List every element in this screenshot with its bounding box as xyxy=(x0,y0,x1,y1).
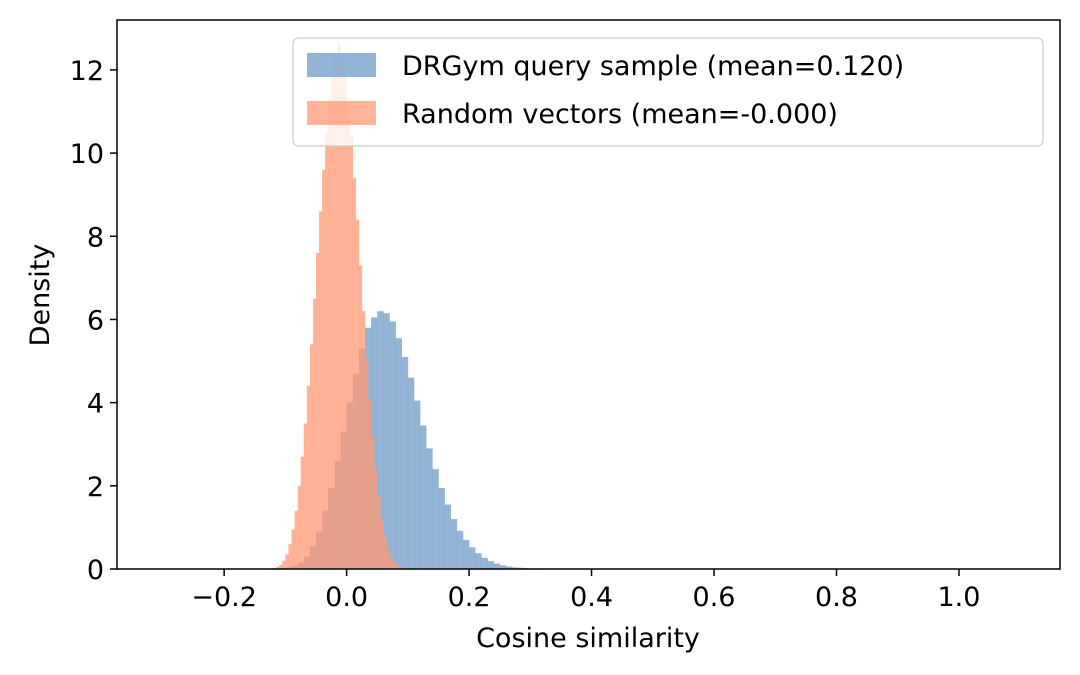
histogram-bar xyxy=(349,136,354,569)
histogram-bar xyxy=(395,565,399,569)
x-tick-label: 0.6 xyxy=(693,582,736,613)
y-axis-label: Density xyxy=(25,244,56,347)
histogram-bar xyxy=(444,504,452,569)
bars-layer xyxy=(273,42,605,570)
histogram-bar xyxy=(389,556,393,569)
histogram-bar xyxy=(328,99,332,570)
x-tick-label: 0.8 xyxy=(815,582,858,613)
x-tick-label: 0.0 xyxy=(325,582,368,613)
histogram-bar xyxy=(481,557,488,569)
histogram-bar xyxy=(377,496,381,569)
histogram-bar xyxy=(426,448,433,569)
histogram-bar xyxy=(383,313,390,569)
histogram-bar xyxy=(325,132,329,570)
x-tick-label: −0.2 xyxy=(191,582,257,613)
histogram-bar xyxy=(276,566,280,569)
legend-swatch-drgym xyxy=(307,53,376,77)
histogram-bar xyxy=(331,74,335,569)
legend-label-random: Random vectors (mean=-0.000) xyxy=(402,99,838,130)
histogram-bar xyxy=(309,344,314,569)
x-tick-label: 0.2 xyxy=(448,582,491,613)
histogram-bar xyxy=(511,567,519,569)
histogram-bar xyxy=(420,425,427,569)
histogram-bar xyxy=(355,219,360,569)
histogram-bar xyxy=(316,252,320,569)
histogram-bar xyxy=(346,103,350,570)
histogram-bar xyxy=(377,311,384,569)
series-1-bars xyxy=(273,42,406,570)
histogram-bar xyxy=(475,553,482,569)
histogram-bar xyxy=(386,548,390,569)
histogram-bar xyxy=(343,74,347,569)
histogram-bar xyxy=(334,57,338,570)
histogram-bar xyxy=(319,211,323,569)
histogram-bar xyxy=(294,510,298,569)
ticks-layer: −0.2 0.0 0.2 0.4 0.6 0.8 1.0 0 2 4 6 8 10 12 xyxy=(70,56,981,613)
plot-frame xyxy=(116,19,1061,570)
y-tick-label: 10 xyxy=(70,139,104,170)
histogram-bar xyxy=(340,53,344,569)
y-tick-label: 2 xyxy=(87,472,104,503)
histogram-bar xyxy=(322,169,326,570)
histogram-bar xyxy=(361,311,366,569)
histogram-bar xyxy=(469,547,476,569)
histogram-bar xyxy=(505,566,513,569)
histogram-bar xyxy=(352,178,357,570)
histogram-bar xyxy=(407,377,415,569)
y-tick-label: 4 xyxy=(87,389,104,420)
histogram-bar xyxy=(438,487,445,569)
y-tick-label: 6 xyxy=(87,305,104,336)
histogram-bar xyxy=(389,321,396,569)
histogram-bar xyxy=(374,469,378,569)
histogram-bar xyxy=(392,561,396,569)
histogram-bar xyxy=(285,554,289,569)
histogram-bar xyxy=(337,42,341,570)
histogram-bar xyxy=(450,519,458,569)
histogram-bar xyxy=(499,565,507,569)
legend-label-drgym: DRGym query sample (mean=0.120) xyxy=(402,51,904,82)
histogram-bar xyxy=(401,356,409,569)
legend-box xyxy=(292,37,1044,147)
histogram-bar xyxy=(462,539,470,569)
histogram-bar xyxy=(368,398,372,569)
histogram-bar xyxy=(432,469,439,569)
histogram-bar xyxy=(303,423,308,569)
x-tick-label: 0.4 xyxy=(570,582,613,613)
histogram-bar xyxy=(487,561,494,569)
histogram-bar xyxy=(312,298,317,569)
legend-swatch-random xyxy=(307,101,376,125)
histogram-bar xyxy=(413,400,421,569)
histogram-bar xyxy=(279,564,283,569)
histogram-bar xyxy=(493,563,501,569)
y-tick-label: 8 xyxy=(87,222,104,253)
histogram-bar xyxy=(288,544,292,569)
histogram-bar xyxy=(456,530,464,569)
histogram-bar xyxy=(300,456,305,569)
histogram-bar xyxy=(291,529,295,569)
legend: DRGym query sample (mean=0.120) Random v… xyxy=(292,37,1044,147)
histogram-bar xyxy=(282,560,286,569)
x-axis-label: Cosine similarity xyxy=(476,623,700,654)
y-tick-label: 0 xyxy=(87,555,104,586)
histogram-bar xyxy=(365,356,369,569)
histogram-bar xyxy=(371,435,375,569)
histogram-bar xyxy=(358,265,363,569)
histogram-bar xyxy=(306,386,311,569)
y-tick-label: 12 xyxy=(70,56,104,87)
histogram-bar xyxy=(380,519,384,569)
histogram-bar xyxy=(297,485,301,569)
histogram-bar xyxy=(398,566,403,569)
x-tick-label: 1.0 xyxy=(937,582,980,613)
histogram-bar xyxy=(383,535,387,569)
histogram-bar xyxy=(395,338,403,569)
